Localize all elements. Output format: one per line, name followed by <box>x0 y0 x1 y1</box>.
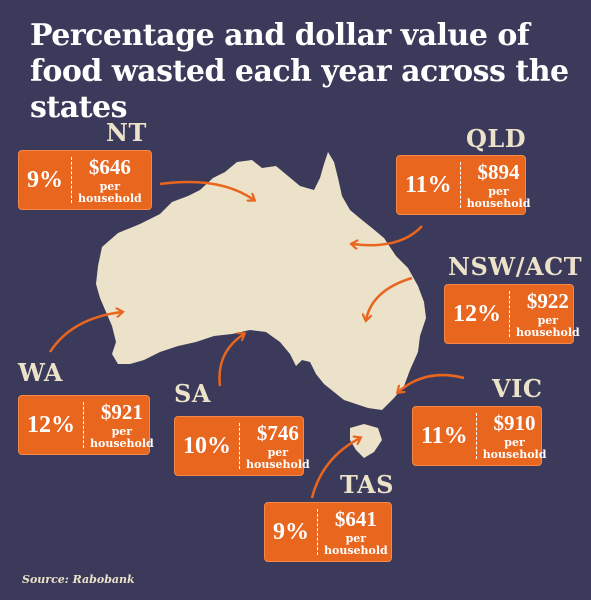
dollar-block: $921 per household <box>90 399 154 450</box>
percent-value: 9% <box>27 166 63 193</box>
nsw-arrow <box>366 276 413 320</box>
divider <box>475 413 477 459</box>
per-label: per <box>111 424 133 438</box>
percent-value: 11% <box>405 171 452 198</box>
percent-value: 11% <box>421 422 468 449</box>
qld-arrow <box>352 225 423 245</box>
percent-value: 9% <box>273 518 309 545</box>
dollar-value: $894 <box>477 159 520 184</box>
state-name-qld: QLD <box>466 124 527 153</box>
state-card-sa: 10% $746 per household <box>174 416 310 476</box>
divider <box>83 402 84 448</box>
state-name-sa: SA <box>174 379 211 408</box>
household-label: household <box>78 191 142 205</box>
dollar-value: $922 <box>526 288 569 313</box>
state-name-nt: NT <box>106 118 147 147</box>
divider <box>317 509 318 555</box>
source-note: Source: Rabobank <box>22 573 135 586</box>
dollar-value: $910 <box>493 410 536 435</box>
household-label: household <box>516 325 580 339</box>
dollar-block: $910 per household <box>482 410 547 461</box>
dollar-block: $646 per household <box>78 154 142 205</box>
per-label: per <box>99 179 121 193</box>
vic-arrow <box>398 373 465 392</box>
household-label: household <box>90 436 154 450</box>
page-title: Percentage and dollar value of food wast… <box>30 18 569 125</box>
state-card-wa: 12% $921 per household <box>18 395 154 455</box>
state-name-nsw-act: NSW/ACT <box>448 252 583 281</box>
household-label: household <box>466 196 531 210</box>
state-name-wa: WA <box>18 358 64 387</box>
percent-value: 10% <box>183 432 231 459</box>
percent-value: 12% <box>27 411 75 438</box>
dollar-value: $921 <box>100 399 143 424</box>
household-label: household <box>482 447 547 461</box>
dollar-block: $922 per household <box>516 288 580 339</box>
divider <box>509 291 510 337</box>
per-label: per <box>267 445 289 459</box>
sa-arrow <box>218 334 245 387</box>
dollar-block: $894 per household <box>466 159 531 210</box>
state-name-tas: TAS <box>340 470 394 499</box>
state-card-tas: 9% $641 per household <box>264 502 392 562</box>
state-card-nsw-act: 12% $922 per household <box>444 284 580 344</box>
dollar-value: $641 <box>334 506 377 531</box>
tas-arrow <box>310 438 360 499</box>
mainland-shape <box>96 152 426 410</box>
dollar-block: $641 per household <box>324 506 388 557</box>
divider <box>71 157 72 203</box>
divider <box>459 162 461 208</box>
per-label: per <box>488 184 509 198</box>
household-label: household <box>324 543 388 557</box>
household-label: household <box>246 457 310 471</box>
per-label: per <box>504 435 525 449</box>
dollar-value: $746 <box>256 420 299 445</box>
percent-value: 12% <box>453 300 501 327</box>
dollar-value: $646 <box>88 154 131 179</box>
state-card-qld: 11% $894 per household <box>396 155 530 215</box>
per-label: per <box>345 531 367 545</box>
state-name-vic: VIC <box>492 374 543 403</box>
wa-arrow <box>48 312 122 353</box>
tasmania-shape <box>350 424 382 458</box>
dollar-block: $746 per household <box>246 420 310 471</box>
state-card-nt: 9% $646 per household <box>18 150 152 210</box>
divider <box>239 423 240 469</box>
per-label: per <box>537 313 559 327</box>
nt-arrow <box>159 180 254 200</box>
state-card-vic: 11% $910 per household <box>412 406 546 466</box>
